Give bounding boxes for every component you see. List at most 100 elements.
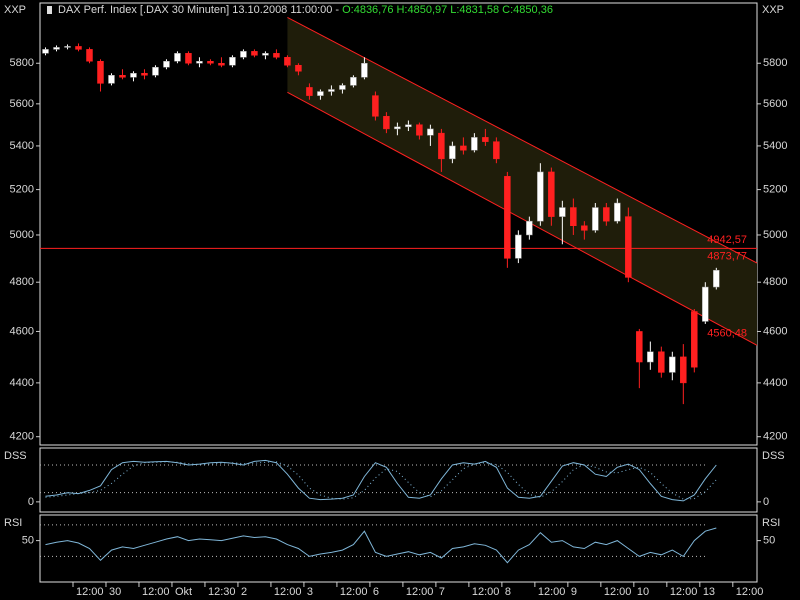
y-tick-label: 5800: [10, 57, 34, 69]
candle-body: [42, 49, 49, 54]
panel-label: DSS: [762, 450, 785, 462]
candle-body: [658, 351, 665, 373]
candle-body: [548, 171, 555, 217]
x-tick-label: 12:00: [274, 586, 302, 598]
candle-body: [295, 64, 302, 72]
x-tick-label: 13: [703, 586, 715, 598]
candle-body: [647, 351, 654, 363]
y-tick-label: 5000: [10, 229, 34, 241]
candle-body: [592, 207, 599, 231]
candle-body: [449, 145, 456, 160]
candle-body: [438, 132, 445, 160]
x-tick-label: 12:00: [142, 586, 170, 598]
candle-body: [130, 73, 137, 78]
ohlc-label: O:4836,76: [342, 4, 393, 16]
x-tick-label: 12:00: [76, 586, 104, 598]
candle-body: [669, 356, 676, 373]
x-tick-label: 12:00: [736, 586, 764, 598]
candle-body: [394, 126, 401, 130]
x-tick-label: 9: [571, 586, 577, 598]
candle-body: [86, 49, 93, 62]
candle-body: [207, 61, 214, 64]
x-tick-label: 12:00: [670, 586, 698, 598]
x-tick-label: 30: [109, 586, 121, 598]
candle-body: [405, 124, 412, 128]
y-tick-label: 4400: [763, 377, 787, 389]
x-tick-label: 12:30: [208, 586, 236, 598]
candle-body: [625, 216, 632, 278]
candle-body: [702, 286, 709, 322]
candle-body: [537, 171, 544, 222]
y-tick-label: 4200: [10, 431, 34, 443]
candle-body: [471, 137, 478, 151]
candle-body: [163, 61, 170, 68]
x-tick-label: 12:00: [604, 586, 632, 598]
candle-body: [526, 220, 533, 236]
candle-body: [504, 176, 511, 259]
candle-body: [262, 53, 269, 56]
candle-body: [108, 75, 115, 84]
candle-body: [229, 57, 236, 66]
y-tick-label: 4600: [10, 325, 34, 337]
channel-label: 4560,48: [707, 327, 747, 339]
panel-label: RSI: [762, 517, 780, 529]
y-tick-label: 4800: [763, 276, 787, 288]
channel-lower: [287, 91, 758, 346]
candle-body: [284, 57, 291, 66]
axis-tag: XXP: [762, 4, 784, 16]
y-tick-label: 5000: [763, 229, 787, 241]
y-tick-label: 0: [763, 496, 769, 508]
candle-body: [493, 141, 500, 160]
y-tick-label: 0: [28, 496, 34, 508]
candle-body: [152, 66, 159, 76]
ohlc-label: L:4831,58: [450, 4, 499, 16]
header-marker: [47, 6, 52, 14]
candle-body: [482, 137, 489, 142]
x-tick-label: 6: [373, 586, 379, 598]
candle-body: [713, 269, 720, 288]
panel-frame: [39, 514, 758, 583]
candle-body: [680, 356, 687, 384]
channel-area: [287, 17, 757, 346]
indicator-line: [45, 527, 717, 564]
candle-body: [185, 53, 192, 64]
candle-body: [339, 85, 346, 90]
y-tick-label: 5200: [10, 183, 34, 195]
candle-body: [218, 62, 225, 66]
candle-body: [75, 46, 82, 50]
ohlc-label: C:4850,36: [502, 4, 553, 16]
candle-body: [251, 51, 258, 56]
channel-label: 4873,77: [707, 250, 747, 262]
panel-frame: [39, 447, 758, 513]
candle-body: [691, 311, 698, 368]
x-tick-label: 12:00: [472, 586, 500, 598]
x-tick-label: 8: [505, 586, 511, 598]
candle-body: [306, 87, 313, 96]
ohlc-label: H:4850,97: [396, 4, 447, 16]
candle-body: [460, 145, 467, 151]
hline-label: 4942,57: [707, 234, 747, 246]
x-tick-label: 10: [637, 586, 649, 598]
candle-body: [328, 89, 335, 92]
candle-body: [603, 207, 610, 222]
y-tick-label: 4200: [763, 431, 787, 443]
y-tick-label: 5600: [10, 98, 34, 110]
candle-body: [350, 77, 357, 86]
y-tick-label: 5400: [10, 140, 34, 152]
candle-body: [416, 124, 423, 136]
candle-body: [53, 47, 60, 50]
candle-body: [372, 95, 379, 117]
candle-body: [515, 234, 522, 259]
candle-body: [361, 62, 368, 78]
candle-body: [317, 91, 324, 96]
candle-body: [119, 75, 126, 78]
candle-body: [636, 331, 643, 363]
indicator-line: [45, 461, 717, 500]
y-tick-label: 4600: [763, 325, 787, 337]
candle-body: [240, 51, 247, 58]
candle-body: [273, 53, 280, 58]
candle-body: [614, 202, 621, 222]
candle-body: [141, 73, 148, 76]
axis-tag: XXP: [4, 4, 26, 16]
y-tick-label: 4400: [10, 377, 34, 389]
